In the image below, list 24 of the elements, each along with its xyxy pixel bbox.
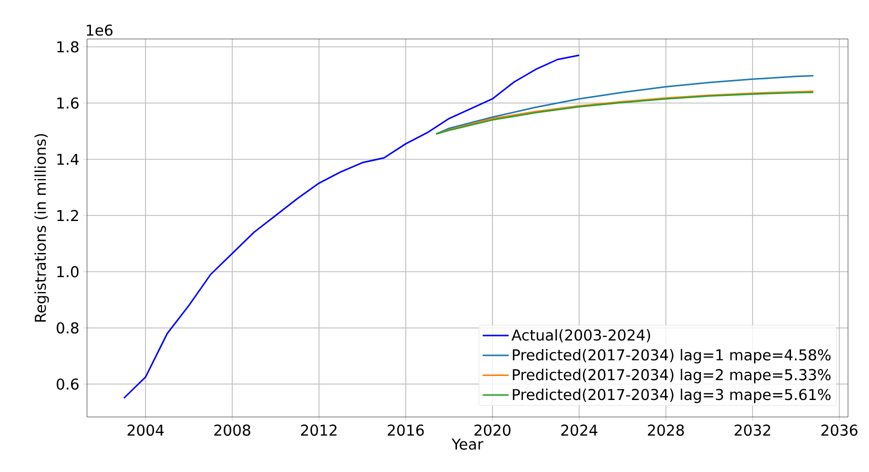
x-tick-label: 2016	[388, 424, 424, 436]
legend-label: Predicted(2017-2034) lag=2 mape=5.33%	[512, 368, 831, 384]
y-tick-label: 0.6	[56, 378, 79, 390]
x-tick-label: 2020	[474, 424, 510, 436]
x-tick-label: 2004	[128, 424, 164, 436]
y-tick-label: 0.8	[56, 322, 78, 334]
y-tick-label: 1.0	[57, 266, 78, 278]
x-axis-title: Year	[452, 438, 484, 450]
line-series	[435, 75, 814, 135]
x-tick-label: 2028	[648, 424, 684, 436]
y-tick-label: 1.8	[57, 41, 78, 53]
y-tick-label: 1.2	[57, 210, 78, 222]
y-tick-label: 1.4	[57, 154, 79, 165]
legend-label: Predicted(2017-2034) lag=1 mape=4.58%	[512, 348, 831, 364]
y-tick-label: 1.6	[57, 97, 79, 109]
x-tick-label: 2012	[301, 424, 337, 436]
x-tick-label: 2024	[561, 424, 598, 436]
legend-label: Actual(2003-2024)	[512, 329, 650, 342]
text: 1e6	[86, 24, 112, 36]
x-tick-label: 2032	[734, 424, 770, 436]
legend-label: Predicted(2017-2034) lag=3 mape=5.61%	[512, 388, 831, 404]
x-tick-label: 2036	[821, 424, 858, 436]
y-axis-title: Registrations (in millions)	[34, 134, 49, 322]
x-tick-label: 2008	[214, 424, 250, 436]
